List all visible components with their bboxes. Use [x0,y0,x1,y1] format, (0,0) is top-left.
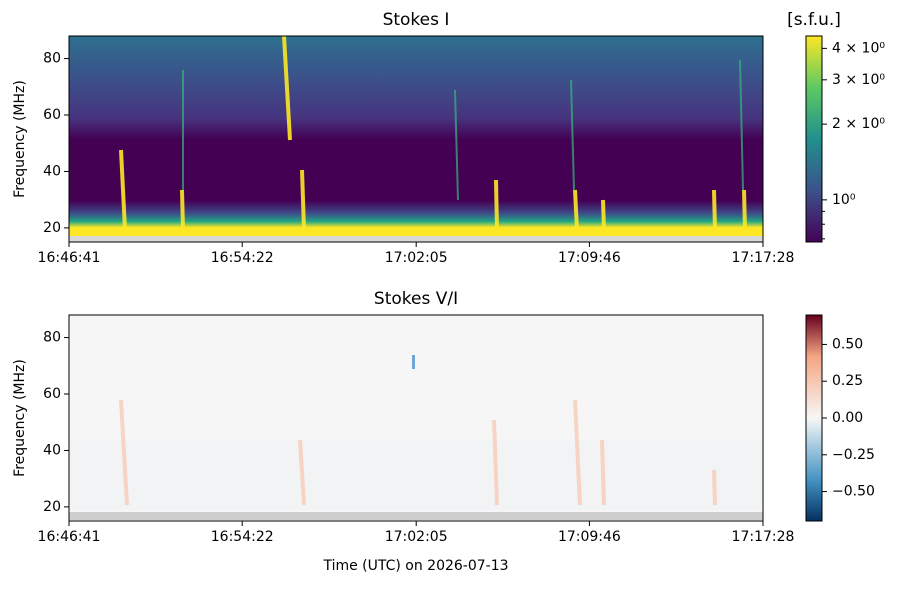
x-tick-label: 17:02:05 [385,529,448,545]
chart-title: Stokes V/I [374,289,458,309]
y-tick-label: 20 [43,499,61,515]
spectrogram-image [69,315,763,521]
colorbar-tick-label: −0.25 [832,447,875,463]
y-tick-label: 40 [43,163,61,179]
colorbar-tick-label: 2 × 10⁰ [832,116,885,132]
x-tick-label: 17:09:46 [558,529,621,545]
x-tick-label: 17:17:28 [732,250,795,266]
colorbar [805,35,823,243]
colorbar-tick-label: −0.50 [832,484,875,500]
chart-title: Stokes I [383,10,450,30]
colorbar-tick-label: 3 × 10⁰ [832,72,885,88]
y-axis-label: Frequency (MHz) [12,80,28,198]
spectrogram-image [69,35,763,242]
colorbar-tick-label: 0.25 [832,373,863,389]
y-tick-label: 40 [43,442,61,458]
x-tick-label: 16:54:22 [211,529,274,545]
colorbar-tick-label: 0.50 [832,336,863,352]
x-tick-label: 17:09:46 [558,250,621,266]
x-tick-label: 17:17:28 [732,529,795,545]
y-axis-label: Frequency (MHz) [12,359,28,477]
colorbar-tick-label: 0.00 [832,410,863,426]
y-tick-label: 60 [43,386,61,402]
x-tick-label: 17:02:05 [385,250,448,266]
colorbar-tick-label: 4 × 10⁰ [832,40,885,56]
x-tick-label: 16:54:22 [211,250,274,266]
x-tick-label: 16:46:41 [38,529,101,545]
x-tick-label: 16:46:41 [38,250,101,266]
y-tick-label: 80 [43,51,61,67]
y-tick-label: 20 [43,220,61,236]
colorbar-label: [s.f.u.] [787,10,841,30]
x-axis-label: Time (UTC) on 2026-07-13 [322,558,508,574]
y-tick-label: 80 [43,330,61,346]
colorbar-tick-label: 10⁰ [832,192,856,208]
y-tick-label: 60 [43,107,61,123]
colorbar [805,314,823,522]
